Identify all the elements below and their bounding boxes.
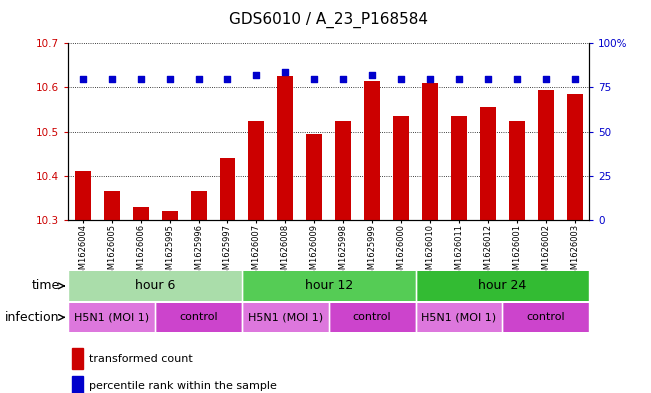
Point (425, 75, 436, 82)
Bar (538, 90, 554, 220)
Bar (219, 158, 236, 220)
Point (367, 72, 378, 78)
Bar (307, 134, 322, 220)
Bar (191, 191, 206, 220)
Bar (161, 211, 178, 220)
Bar (72, 349, 83, 369)
Point (454, 75, 464, 82)
Point (338, 75, 348, 82)
Bar (503, 303, 589, 332)
Bar (329, 303, 415, 332)
Text: transformed count: transformed count (89, 354, 192, 364)
Bar (277, 76, 294, 220)
Point (251, 72, 262, 78)
Bar (68, 271, 242, 301)
Point (570, 75, 580, 82)
Text: H5N1 (MOI 1): H5N1 (MOI 1) (74, 312, 149, 322)
Bar (72, 376, 83, 393)
Text: GDS6010 / A_23_P168584: GDS6010 / A_23_P168584 (229, 11, 428, 28)
Point (512, 75, 522, 82)
Bar (68, 303, 155, 332)
Text: percentile rank within the sample: percentile rank within the sample (89, 381, 277, 391)
Point (396, 75, 406, 82)
Bar (451, 116, 467, 220)
Point (222, 75, 232, 82)
Text: hour 12: hour 12 (305, 279, 353, 292)
Bar (335, 121, 351, 220)
Bar (242, 271, 415, 301)
Text: control: control (179, 312, 218, 322)
Text: H5N1 (MOI 1): H5N1 (MOI 1) (421, 312, 497, 322)
Point (77, 75, 88, 82)
Point (309, 75, 320, 82)
Point (280, 68, 290, 75)
Bar (155, 303, 242, 332)
Text: hour 24: hour 24 (478, 279, 527, 292)
Bar (415, 303, 503, 332)
Bar (567, 94, 583, 220)
Text: H5N1 (MOI 1): H5N1 (MOI 1) (248, 312, 323, 322)
Bar (75, 171, 90, 220)
Text: infection: infection (5, 311, 60, 324)
Bar (393, 116, 409, 220)
Bar (104, 191, 120, 220)
Bar (242, 303, 329, 332)
Bar (480, 107, 496, 220)
Point (193, 75, 204, 82)
Point (540, 75, 551, 82)
Text: hour 6: hour 6 (135, 279, 175, 292)
Point (165, 75, 175, 82)
Bar (509, 121, 525, 220)
Text: control: control (527, 312, 565, 322)
Point (135, 75, 146, 82)
Bar (249, 121, 264, 220)
Point (107, 75, 117, 82)
Text: time: time (31, 279, 60, 292)
Bar (422, 83, 438, 220)
Bar (133, 207, 148, 220)
Text: control: control (353, 312, 391, 322)
Bar (364, 81, 380, 220)
Point (482, 75, 493, 82)
Bar (415, 271, 589, 301)
